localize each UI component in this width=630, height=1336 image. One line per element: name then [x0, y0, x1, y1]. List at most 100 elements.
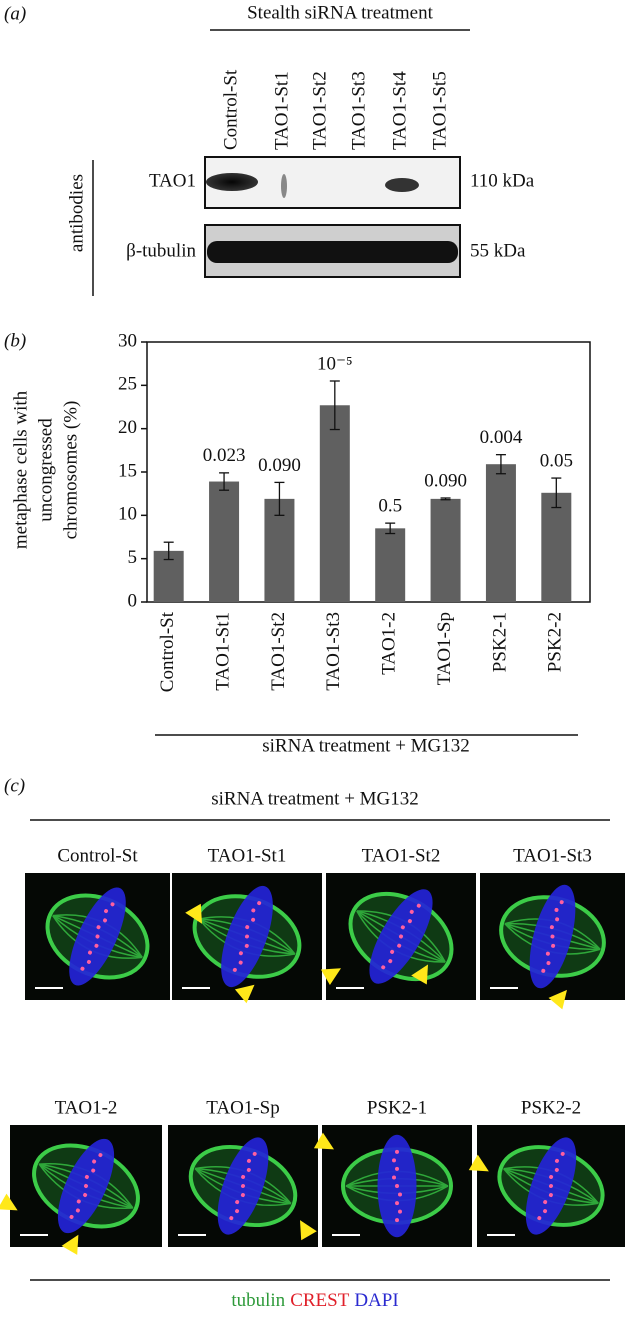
annotation: 0.05: [540, 450, 573, 471]
x-tick-label: TAO1-Sp: [434, 612, 455, 685]
kinetochore: [257, 901, 262, 906]
kinetochore: [84, 1184, 88, 1188]
band: [206, 173, 258, 191]
bar: [541, 492, 572, 602]
kinetochore: [543, 1209, 548, 1214]
kinetochore: [104, 909, 109, 914]
lane-label: Control-St: [220, 69, 241, 150]
y-tick-label: 20: [118, 417, 137, 438]
image-label: TAO1-St3: [513, 845, 592, 866]
lane-label: TAO1-St1: [271, 71, 292, 150]
panel-label: (a): [4, 3, 26, 24]
kinetochore: [86, 959, 91, 964]
legend: tubulin CREST DAPI: [231, 1290, 398, 1311]
panel-label: (c): [4, 775, 25, 796]
micrograph: [25, 873, 170, 1000]
kinetochore: [94, 943, 99, 948]
kinetochore: [229, 1216, 234, 1221]
kinetochore: [392, 1175, 396, 1180]
kinetochore: [549, 1174, 554, 1179]
lane-label: TAO1-St3: [348, 71, 369, 150]
micrograph: [313, 1125, 472, 1247]
y-axis-label: metaphase cells with: [10, 390, 31, 549]
annotation: 0.5: [378, 495, 402, 516]
kinetochore: [235, 1200, 240, 1205]
micrograph: [172, 873, 322, 1004]
blot-label: β-tubulin: [126, 240, 196, 261]
cell: [45, 887, 150, 986]
band: [207, 241, 458, 263]
kinetochore: [103, 918, 108, 923]
image-label: TAO1-Sp: [206, 1097, 279, 1118]
kinetochore: [98, 1153, 103, 1158]
x-tick-label: TAO1-St3: [323, 612, 344, 691]
kinetochore: [87, 950, 92, 955]
kinetochore: [398, 1209, 402, 1214]
kinetochore: [541, 968, 546, 973]
y-tick-label: 15: [118, 460, 137, 481]
kinetochore: [110, 902, 115, 907]
y-tick-label: 25: [118, 374, 137, 395]
arrowhead: [313, 1132, 334, 1150]
arrowhead: [411, 964, 428, 985]
kinetochore: [397, 943, 402, 948]
bar: [209, 481, 240, 602]
kinetochore: [550, 934, 555, 939]
image-label: PSK2-2: [521, 1097, 581, 1118]
kinetochore: [388, 959, 393, 964]
kinetochore: [240, 1193, 245, 1198]
kinetochore: [238, 951, 243, 956]
kinetochore: [407, 919, 412, 924]
micrograph: [468, 1125, 625, 1247]
lane-label: TAO1-St5: [429, 71, 450, 150]
cell: [188, 1137, 298, 1235]
kinetochore: [554, 1167, 559, 1172]
cell: [341, 1134, 453, 1238]
kinetochore: [246, 1167, 251, 1172]
kinetochore: [554, 907, 559, 912]
kinetochore: [241, 1184, 245, 1188]
blot-size: 110 kDa: [470, 170, 535, 191]
legend-entry: tubulin: [231, 1290, 285, 1311]
kinetochore: [400, 925, 405, 930]
bar: [319, 405, 350, 602]
kinetochore: [75, 1208, 80, 1213]
kinetochore: [244, 943, 249, 948]
cell: [192, 885, 302, 988]
kinetochore: [409, 909, 414, 914]
heading: siRNA treatment + MG132: [211, 788, 419, 809]
annotation: 0.023: [203, 445, 246, 466]
arrowhead: [468, 1154, 489, 1172]
kinetochore: [546, 961, 551, 966]
arrowhead: [0, 1193, 18, 1211]
y-axis-label: uncongressed: [35, 418, 56, 522]
x-axis-label: siRNA treatment + MG132: [262, 735, 470, 756]
kinetochore: [548, 1193, 553, 1198]
cell: [348, 889, 454, 984]
x-tick-label: Control-St: [157, 611, 178, 692]
y-tick-label: 30: [118, 330, 137, 351]
kinetochore: [91, 1168, 96, 1173]
kinetochore: [92, 1159, 97, 1164]
image-label: TAO1-St1: [208, 845, 287, 866]
kinetochore: [251, 917, 256, 922]
cell: [497, 1137, 605, 1235]
kinetochore: [392, 1158, 396, 1163]
x-tick-label: PSK2-2: [545, 612, 566, 672]
kinetochore: [537, 1216, 542, 1221]
kinetochore: [95, 934, 100, 939]
kinetochore: [545, 951, 550, 956]
bar: [430, 498, 461, 602]
kinetochore: [395, 1201, 399, 1206]
kinetochore: [398, 1192, 402, 1197]
lane-label: TAO1-St4: [389, 71, 410, 150]
x-tick-label: TAO1-2: [379, 612, 400, 675]
kinetochore: [84, 1174, 89, 1179]
arrowhead: [300, 1220, 317, 1241]
kinetochore: [549, 1184, 553, 1188]
micrograph: [320, 873, 476, 1000]
y-tick-label: 0: [128, 590, 138, 611]
arrowhead: [548, 989, 567, 1010]
kinetochore: [80, 966, 85, 971]
kinetochore: [551, 943, 556, 948]
